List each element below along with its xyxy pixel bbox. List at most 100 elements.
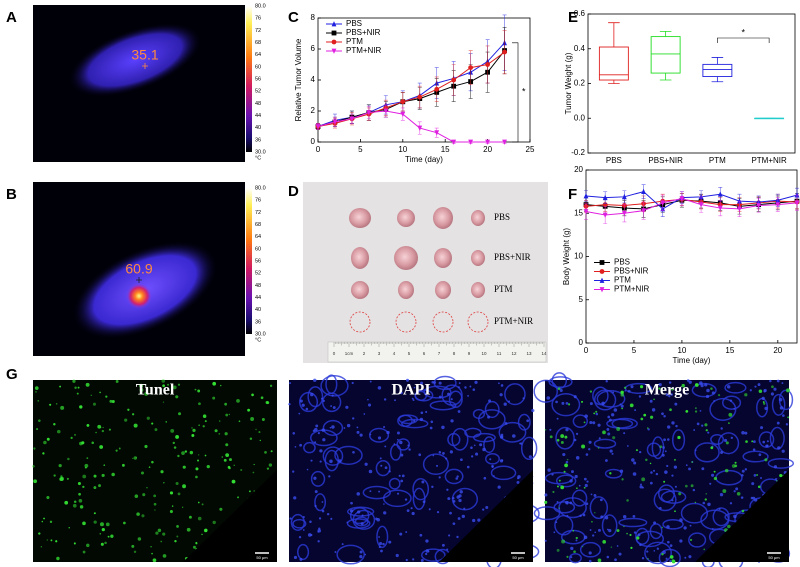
nucleus xyxy=(528,455,532,459)
legend-label: PTM xyxy=(614,276,631,285)
gland xyxy=(401,418,429,429)
temperature-reading: 35.1 xyxy=(131,47,158,63)
nucleus xyxy=(388,470,391,473)
nucleus xyxy=(317,540,320,543)
tunel-signal xyxy=(99,391,101,394)
tunel-signal xyxy=(609,472,612,475)
nucleus xyxy=(388,540,392,544)
gland xyxy=(483,436,496,454)
y-tick-label: 0.4 xyxy=(574,44,586,53)
nucleus xyxy=(400,479,404,483)
tunel-signal xyxy=(261,417,265,421)
tunel-signal xyxy=(728,412,733,417)
gland xyxy=(688,532,707,548)
gland xyxy=(376,525,389,549)
y-tick-label: 2 xyxy=(311,106,316,115)
tunel-signal xyxy=(152,558,157,563)
tunel-signal xyxy=(684,484,688,488)
marker xyxy=(331,39,337,45)
nucleus xyxy=(613,408,618,412)
tunel-signal xyxy=(201,503,204,506)
colorbar-tick: 68 xyxy=(255,40,261,46)
tunel-signal xyxy=(46,539,48,541)
tunel-signal xyxy=(174,539,177,543)
nucleus xyxy=(446,488,449,491)
x-tick-label: 10 xyxy=(677,346,686,355)
tunel-signal xyxy=(82,521,86,526)
nucleus xyxy=(360,522,364,526)
colorbar-tick: 72 xyxy=(255,210,261,216)
tunel-signal xyxy=(163,482,165,484)
nucleus xyxy=(411,397,414,400)
gland xyxy=(303,441,316,454)
x-tick-label: 20 xyxy=(483,145,492,154)
nucleus xyxy=(588,448,591,451)
tunel-signal xyxy=(629,533,632,537)
y-tick-label: 20 xyxy=(574,165,583,174)
nucleus xyxy=(723,438,728,443)
nucleus xyxy=(663,438,666,442)
colorbar-tick: 56 xyxy=(255,258,261,264)
gland xyxy=(644,541,673,565)
tunel-signal xyxy=(92,402,96,406)
gland xyxy=(485,452,500,465)
tunel-signal xyxy=(73,500,77,503)
nucleus xyxy=(778,398,783,402)
nucleus xyxy=(661,453,665,457)
tunel-signal xyxy=(146,487,148,489)
nucleus xyxy=(449,511,452,515)
nucleus xyxy=(658,382,662,387)
gland xyxy=(544,471,574,485)
nucleus xyxy=(574,474,578,479)
nucleus xyxy=(675,424,678,428)
tunel-signal xyxy=(724,468,729,473)
tunel-signal xyxy=(238,420,241,423)
tunel-signal xyxy=(575,536,578,540)
significance-mark: * xyxy=(522,86,526,96)
nucleus xyxy=(331,425,335,429)
tunel-signal xyxy=(100,542,104,546)
marker xyxy=(583,209,589,215)
tunel-signal xyxy=(677,435,681,440)
tunel-signal xyxy=(557,387,561,391)
colorbar-tick: 48 xyxy=(255,283,261,289)
nucleus xyxy=(452,496,455,500)
nucleus xyxy=(619,403,622,406)
gland xyxy=(412,477,430,501)
tunel-signal xyxy=(581,546,584,548)
nucleus xyxy=(299,557,303,561)
tunel-signal xyxy=(59,477,63,482)
nucleus xyxy=(757,383,761,386)
nucleus xyxy=(499,393,503,397)
nucleus xyxy=(310,393,314,397)
nucleus xyxy=(573,438,577,442)
nucleus xyxy=(711,391,715,395)
nucleus xyxy=(334,551,337,553)
nucleus xyxy=(379,457,382,460)
tunel-signal xyxy=(79,405,83,409)
nucleus xyxy=(457,386,460,389)
nucleus xyxy=(321,428,326,432)
nucleus xyxy=(470,446,473,449)
nucleus xyxy=(383,503,385,505)
nucleus xyxy=(570,546,574,551)
tunel-signal xyxy=(160,540,163,543)
tunel-signal xyxy=(59,385,61,388)
tunel-signal xyxy=(91,441,94,445)
y-tick-label: 10 xyxy=(574,252,583,261)
nucleus xyxy=(624,390,627,392)
nucleus xyxy=(711,473,715,477)
gland xyxy=(290,513,306,531)
nucleus xyxy=(393,443,396,445)
marker xyxy=(621,193,627,200)
tunel-signal xyxy=(146,416,150,420)
gland xyxy=(484,400,500,419)
tunel-signal xyxy=(97,424,102,429)
gland xyxy=(709,397,737,421)
tunel-signal xyxy=(82,550,86,554)
tunel-signal xyxy=(620,390,624,395)
tunel-signal xyxy=(153,502,157,506)
tunel-signal xyxy=(265,400,269,405)
tunel-signal xyxy=(694,501,697,504)
gland xyxy=(680,502,709,524)
